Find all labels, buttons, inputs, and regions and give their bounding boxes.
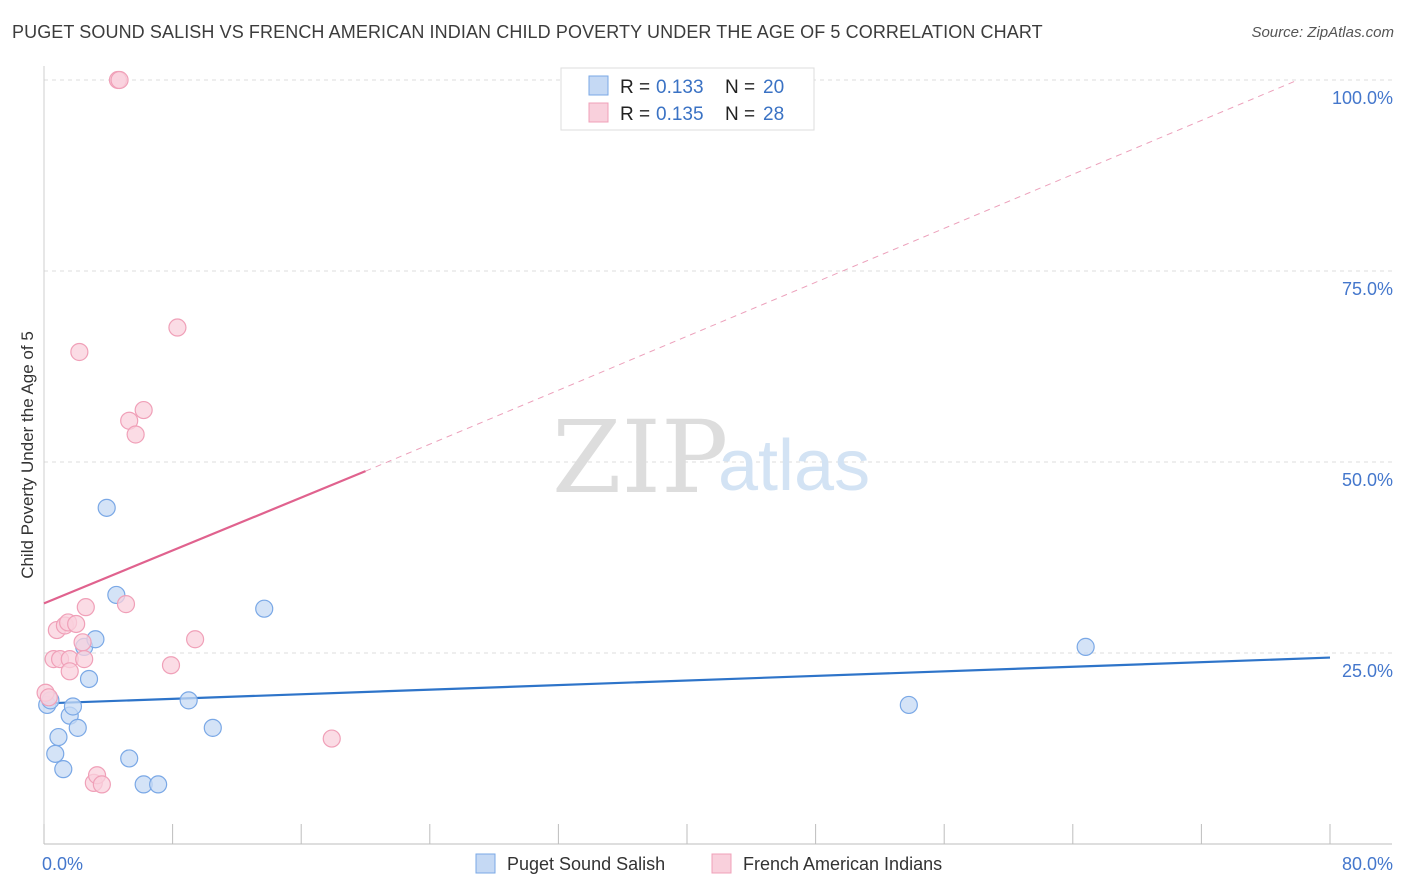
puget-point — [97, 498, 116, 517]
puget-point — [255, 599, 274, 618]
bottom-legend-label-puget: Puget Sound Salish — [507, 854, 665, 874]
french-point — [134, 400, 153, 420]
x-tick-label: 80.0% — [1342, 854, 1393, 874]
french-point — [60, 662, 79, 681]
x-tick-label: 0.0% — [42, 854, 83, 874]
french-point — [73, 633, 92, 652]
puget-point — [63, 697, 83, 716]
legend-n-value-1: 20 — [763, 77, 784, 98]
legend-r-label-1: R = — [620, 77, 650, 98]
y-tick-label: 100.0% — [1332, 88, 1393, 108]
french-point — [186, 630, 205, 649]
french-point — [92, 775, 111, 794]
bottom-legend-swatch-french — [711, 853, 732, 874]
puget-point — [46, 744, 65, 763]
french-point — [161, 656, 181, 675]
french-point — [322, 729, 341, 748]
chart-source: Source: ZipAtlas.com — [1251, 24, 1394, 41]
legend-r-label-2: R = — [620, 104, 650, 125]
french-point — [76, 598, 95, 617]
legend-r-value-1: 0.133 — [656, 77, 704, 98]
puget-point — [54, 760, 73, 779]
french-point — [110, 70, 129, 90]
chart-title: PUGET SOUND SALISH VS FRENCH AMERICAN IN… — [12, 22, 1043, 42]
puget-point — [1076, 637, 1095, 656]
y-tick-label: 25.0% — [1342, 661, 1393, 681]
french-point — [126, 425, 145, 444]
y-axis-label: Child Poverty Under the Age of 5 — [18, 331, 37, 579]
puget-point — [149, 775, 168, 794]
bottom-legend-swatch-puget — [475, 853, 496, 874]
french-point — [39, 688, 58, 707]
french-point — [168, 318, 187, 337]
trend-line-0 — [43, 656, 1331, 705]
gridlines — [44, 79, 1392, 654]
legend-swatch-puget — [588, 75, 609, 96]
trend-lines — [43, 79, 1331, 705]
bottom-legend: Puget Sound Salish French American India… — [475, 853, 942, 874]
watermark-atlas: atlas — [718, 426, 870, 506]
y-tick-labels: 25.0% 50.0% 75.0% 100.0% — [1332, 88, 1393, 681]
puget-point — [68, 718, 87, 737]
legend-r-value-2: 0.135 — [656, 104, 704, 125]
french-point — [67, 614, 86, 634]
axes — [43, 66, 1392, 845]
watermark: ZIP atlas — [552, 399, 870, 516]
french-point — [70, 342, 89, 362]
puget-point — [179, 691, 198, 710]
y-tick-label: 50.0% — [1342, 470, 1393, 490]
trend-extension-1 — [365, 79, 1299, 472]
legend-n-label-2: N = — [725, 104, 755, 125]
french-point — [116, 595, 136, 614]
puget-point — [203, 718, 222, 737]
puget-point — [49, 727, 68, 747]
puget-point — [79, 669, 99, 689]
bottom-legend-label-french: French American Indians — [743, 854, 942, 874]
watermark-zip: ZIP — [552, 399, 728, 516]
puget-point — [899, 695, 918, 715]
puget-point — [120, 749, 139, 768]
y-tick-label: 75.0% — [1342, 279, 1393, 299]
french-point — [75, 650, 94, 669]
legend-n-value-2: 28 — [763, 104, 784, 125]
top-legend: R = 0.133 N = 20 R = 0.135 N = 28 — [560, 67, 815, 131]
data-points — [36, 70, 1095, 794]
legend-n-label-1: N = — [725, 77, 755, 98]
trend-line-1 — [43, 470, 366, 605]
x-tick-labels: 0.0% 80.0% — [42, 854, 1393, 874]
legend-swatch-french — [588, 102, 609, 123]
